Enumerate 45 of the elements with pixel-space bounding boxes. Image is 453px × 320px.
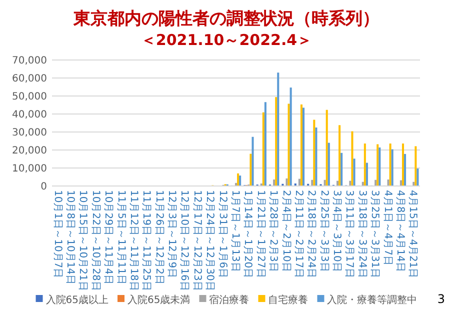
- y-tick-label: 10,000: [12, 164, 47, 174]
- x-tick-label: 3月4日～3月10日: [331, 190, 342, 272]
- x-tick-label: 10月15日～10月21日: [77, 190, 88, 291]
- x-tick-label: 11月12日～11月18日: [128, 190, 139, 291]
- legend-label: 入院65歳未満: [128, 294, 190, 306]
- x-tick-label: 1月21日～1月27日: [254, 190, 266, 278]
- x-tick-label: 10月29日～11月4日: [102, 190, 114, 285]
- x-tick-label: 2月11日～2月17日: [292, 190, 304, 278]
- y-tick-label: 20,000: [12, 146, 47, 156]
- x-tick-label: 10月22日～10月28日: [90, 190, 101, 291]
- x-tick-label: 12月17日～12月23日: [191, 190, 202, 291]
- x-tick-label: 11月26日～12月2日: [153, 190, 164, 285]
- x-tick-label: 12月24日～12月30日: [204, 190, 216, 291]
- x-tick-label: 2月25日～3月3日: [318, 190, 330, 272]
- legend-label: 自宅療養: [268, 294, 308, 306]
- chart-subtitle: ＜2021.10～2022.4＞: [140, 31, 312, 49]
- x-tick-label: 12月31日～1月6日: [216, 190, 228, 278]
- y-tick-label: 40,000: [12, 110, 47, 120]
- legend-label: 入院・療養等調整中: [327, 294, 418, 306]
- x-tick-label: 10月1日～10月7日: [52, 190, 63, 278]
- y-tick-label: 0: [40, 182, 47, 192]
- y-tick-label: 30,000: [12, 128, 47, 138]
- x-tick-label: 1月28日～2月3日: [268, 190, 279, 272]
- x-tick-label: 4月8日～4月14日: [394, 190, 406, 272]
- x-tick-label: 10月8日～10月14日: [64, 190, 76, 285]
- x-tick-label: 2月4日～2月10日: [280, 190, 292, 272]
- x-tick-label: 11月19日～11月25日: [140, 190, 152, 291]
- chart-title: 東京都内の陽性者の調整状況（時系列）: [72, 9, 380, 29]
- y-tick-label: 70,000: [12, 56, 47, 66]
- y-tick-label: 50,000: [12, 92, 47, 102]
- x-tick-label: 12月10日～12月16日: [178, 190, 190, 291]
- x-tick-label: 12月3日～12月9日: [166, 190, 178, 278]
- text: 3: [437, 292, 445, 306]
- x-tick-label: 1月14日～1月20日: [242, 190, 254, 278]
- x-tick-label: 3月18日～3月24日: [356, 190, 368, 278]
- legend-label: 入院65歳以上: [46, 294, 108, 306]
- x-tick-label: 3月25日～3月31日: [369, 190, 380, 278]
- x-tick-label: 4月1日～4月7日: [382, 190, 393, 266]
- x-tick-label: 2月18日～2月24日: [306, 190, 317, 278]
- legend-label: 宿泊療養: [209, 294, 250, 306]
- x-tick-label: 1月7日～1月13日: [230, 190, 240, 272]
- x-tick-label: 3月11日～3月17日: [344, 190, 355, 278]
- x-tick-label: 11月5日～11月11日: [115, 190, 126, 285]
- x-tick-label: 4月15日～4月21日: [407, 190, 418, 278]
- y-tick-label: 60,000: [12, 74, 47, 84]
